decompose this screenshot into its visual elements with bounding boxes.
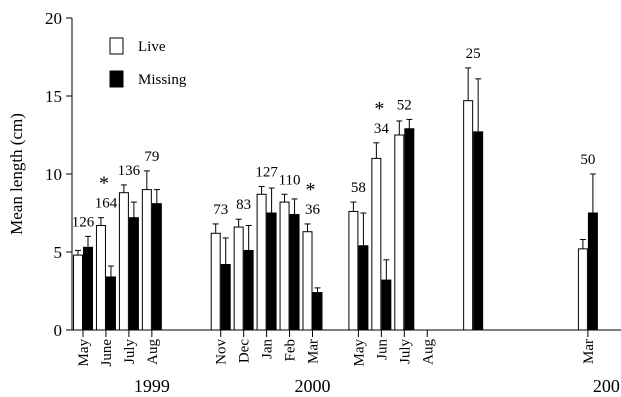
- x-tick-label: May: [76, 339, 92, 367]
- x-tick-label: Aug: [420, 339, 436, 365]
- missing-bar: [381, 279, 392, 331]
- sample-size-label: 136: [118, 163, 141, 179]
- legend-label: Missing: [138, 72, 187, 88]
- x-tick-label: Mar: [581, 339, 597, 364]
- sample-size-label: 83: [236, 197, 251, 213]
- legend: Live Missing: [109, 37, 187, 88]
- missing-bar: [266, 212, 277, 331]
- y-tick-label: 20: [45, 9, 62, 28]
- live-bar: [394, 134, 405, 331]
- missing-bar: [587, 212, 598, 331]
- significance-star: *: [374, 98, 384, 120]
- live-bar: [463, 100, 474, 331]
- missing-bar: [289, 214, 300, 331]
- live-bar: [302, 231, 313, 331]
- missing-bar: [83, 246, 93, 331]
- sample-size-label: 36: [305, 202, 321, 218]
- missing-bar: [404, 128, 415, 331]
- missing-bar: [220, 263, 231, 331]
- x-tick-label: Dec: [237, 339, 253, 363]
- significance-star: *: [99, 173, 109, 195]
- sample-size-label: 79: [144, 149, 159, 165]
- x-tick-label: Jan: [260, 339, 276, 359]
- x-tick-label: July: [397, 339, 413, 365]
- missing-bar: [473, 131, 484, 331]
- missing-bar: [312, 292, 323, 331]
- x-tick-label: Aug: [145, 339, 161, 365]
- missing-bar: [128, 217, 139, 331]
- y-tick-label: 5: [54, 243, 63, 262]
- live-bar: [73, 254, 83, 331]
- x-tick-label: Nov: [214, 339, 230, 365]
- sample-size-label: 52: [397, 97, 412, 113]
- missing-bar: [151, 203, 162, 331]
- sample-size-label: 34: [374, 121, 390, 137]
- x-tick-label: May: [351, 339, 367, 367]
- legend-swatch: [109, 70, 124, 88]
- x-tick-label: Feb: [283, 339, 299, 362]
- legend-swatch: [109, 37, 124, 55]
- live-bar: [279, 201, 290, 331]
- y-tick-label: 10: [45, 165, 62, 184]
- live-bar: [577, 248, 588, 331]
- x-tick-label: Mar: [306, 339, 322, 364]
- sample-size-label: 73: [213, 202, 228, 218]
- y-tick-label: 15: [45, 87, 62, 106]
- y-tick-label: 0: [54, 321, 63, 340]
- missing-bar: [105, 276, 116, 331]
- y-ticks: 0 5 10 15 20: [45, 9, 72, 340]
- x-tick-label: Jun: [374, 339, 390, 360]
- y-axis-label: Mean length (cm): [7, 113, 26, 235]
- live-bar: [348, 210, 359, 331]
- live-bar: [233, 226, 244, 331]
- sample-size-label: 50: [580, 152, 595, 168]
- year-label: 2000: [295, 376, 331, 396]
- live-bar: [371, 157, 382, 331]
- year-label: 1999: [134, 376, 170, 396]
- sample-size-label: 126: [72, 214, 95, 230]
- live-bar: [210, 232, 221, 331]
- x-ticks: May June July Aug Nov Dec Jan Feb Mar May Jun July A…: [76, 330, 597, 367]
- x-tick-label: July: [122, 339, 138, 365]
- sample-size-label: 58: [351, 180, 366, 196]
- sample-size-label: 110: [279, 172, 301, 188]
- missing-bar: [358, 245, 369, 331]
- sample-size-label: 127: [255, 164, 278, 180]
- sample-size-label: 25: [466, 46, 481, 62]
- x-tick-label: June: [99, 339, 115, 367]
- legend-label: Live: [138, 39, 166, 55]
- live-bar: [95, 224, 106, 331]
- sample-size-label: 164: [95, 196, 118, 212]
- live-bar: [118, 192, 129, 331]
- significance-star: *: [306, 179, 316, 201]
- live-bar: [141, 189, 152, 331]
- live-bar: [256, 193, 267, 331]
- missing-bar: [243, 249, 254, 331]
